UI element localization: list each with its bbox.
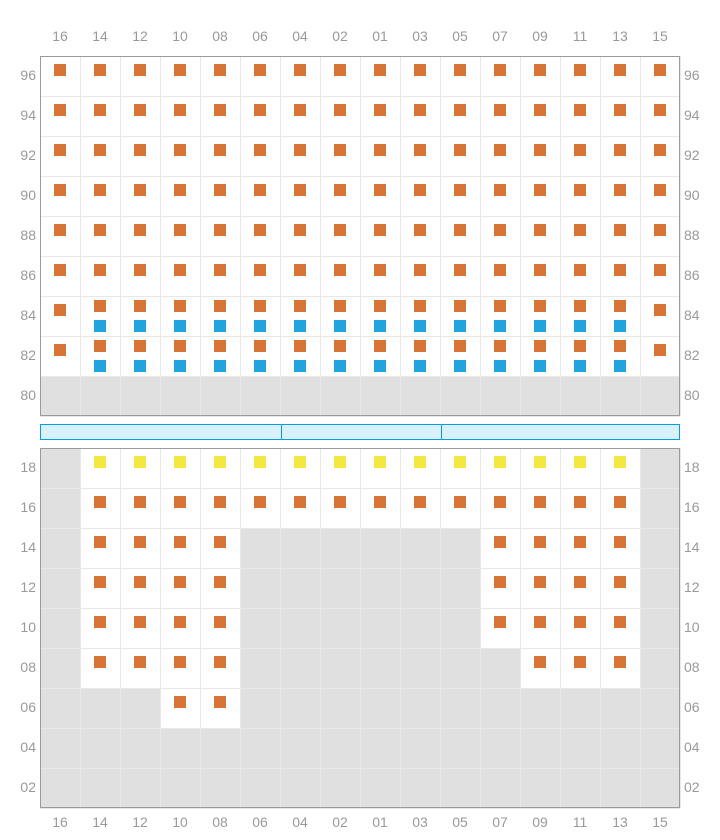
row-label-left: 88 [0, 227, 36, 243]
row-label-right: 92 [684, 147, 720, 163]
col-label-top: 16 [40, 28, 80, 44]
col-label-bottom: 14 [80, 814, 120, 830]
row-label-right: 10 [684, 619, 720, 635]
row-label-left: 04 [0, 739, 36, 755]
col-label-top: 15 [640, 28, 680, 44]
row-label-left: 80 [0, 387, 36, 403]
grid-line-v [680, 448, 681, 808]
col-label-top: 03 [400, 28, 440, 44]
col-label-top: 10 [160, 28, 200, 44]
col-label-bottom: 16 [40, 814, 80, 830]
row-label-right: 82 [684, 347, 720, 363]
row-label-left: 92 [0, 147, 36, 163]
col-label-top: 14 [80, 28, 120, 44]
row-label-left: 86 [0, 267, 36, 283]
col-label-top: 08 [200, 28, 240, 44]
col-label-top: 13 [600, 28, 640, 44]
row-label-left: 12 [0, 579, 36, 595]
col-label-top: 11 [560, 28, 600, 44]
row-label-right: 18 [684, 459, 720, 475]
row-label-right: 86 [684, 267, 720, 283]
top-section-grid [40, 56, 680, 416]
col-label-top: 05 [440, 28, 480, 44]
row-label-right: 94 [684, 107, 720, 123]
row-label-left: 14 [0, 539, 36, 555]
row-label-left: 06 [0, 699, 36, 715]
col-label-top: 12 [120, 28, 160, 44]
row-label-right: 90 [684, 187, 720, 203]
col-label-bottom: 05 [440, 814, 480, 830]
row-label-right: 14 [684, 539, 720, 555]
row-label-right: 80 [684, 387, 720, 403]
row-label-right: 96 [684, 67, 720, 83]
grid-line-h [40, 416, 680, 417]
col-label-bottom: 01 [360, 814, 400, 830]
col-label-bottom: 12 [120, 814, 160, 830]
row-label-right: 02 [684, 779, 720, 795]
col-label-top: 07 [480, 28, 520, 44]
col-label-top: 09 [520, 28, 560, 44]
row-label-right: 04 [684, 739, 720, 755]
row-label-left: 84 [0, 307, 36, 323]
section-border [40, 56, 680, 416]
row-label-left: 08 [0, 659, 36, 675]
row-label-left: 90 [0, 187, 36, 203]
row-label-right: 06 [684, 699, 720, 715]
grid-line-h [40, 808, 680, 809]
row-label-right: 12 [684, 579, 720, 595]
col-label-bottom: 08 [200, 814, 240, 830]
row-label-left: 82 [0, 347, 36, 363]
row-label-right: 08 [684, 659, 720, 675]
row-label-left: 18 [0, 459, 36, 475]
row-label-right: 84 [684, 307, 720, 323]
col-label-bottom: 07 [480, 814, 520, 830]
col-label-bottom: 10 [160, 814, 200, 830]
stage-divider [40, 424, 680, 440]
row-label-left: 10 [0, 619, 36, 635]
row-label-right: 16 [684, 499, 720, 515]
row-label-right: 88 [684, 227, 720, 243]
divider-seg [441, 425, 442, 439]
col-label-bottom: 09 [520, 814, 560, 830]
col-label-bottom: 04 [280, 814, 320, 830]
row-label-left: 96 [0, 67, 36, 83]
col-label-top: 01 [360, 28, 400, 44]
col-label-bottom: 15 [640, 814, 680, 830]
row-label-left: 02 [0, 779, 36, 795]
row-label-left: 16 [0, 499, 36, 515]
col-label-bottom: 02 [320, 814, 360, 830]
col-label-bottom: 03 [400, 814, 440, 830]
row-label-left: 94 [0, 107, 36, 123]
col-label-top: 02 [320, 28, 360, 44]
col-label-bottom: 06 [240, 814, 280, 830]
col-label-top: 06 [240, 28, 280, 44]
col-label-bottom: 13 [600, 814, 640, 830]
grid-line-v [680, 56, 681, 416]
section-border [40, 448, 680, 808]
bottom-section-grid [40, 448, 680, 808]
divider-seg [281, 425, 282, 439]
col-label-bottom: 11 [560, 814, 600, 830]
col-label-top: 04 [280, 28, 320, 44]
